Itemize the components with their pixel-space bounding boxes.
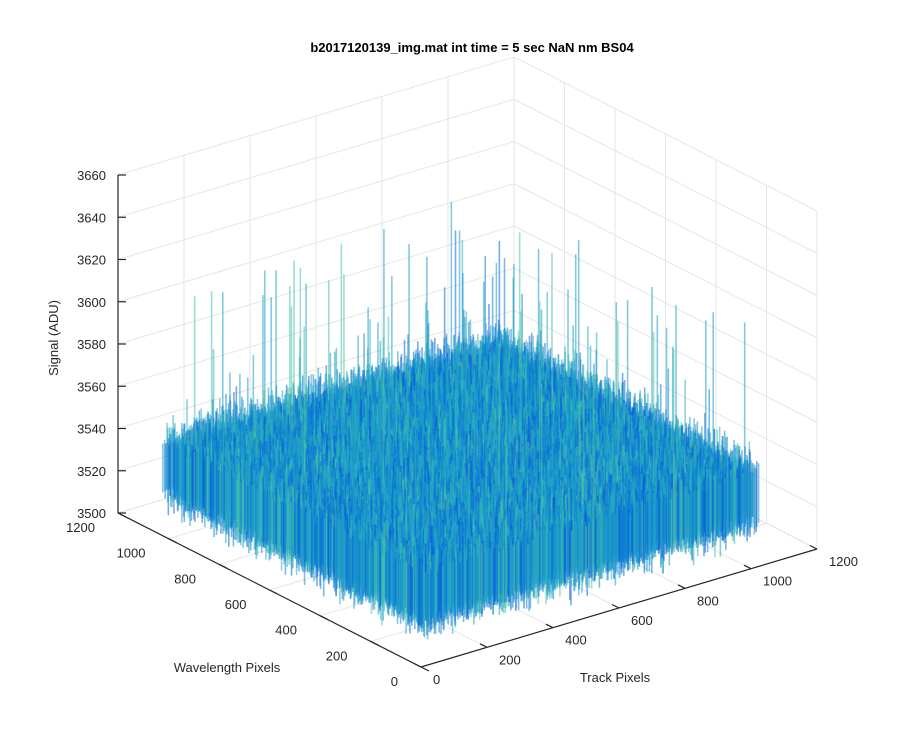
surface	[163, 202, 759, 639]
